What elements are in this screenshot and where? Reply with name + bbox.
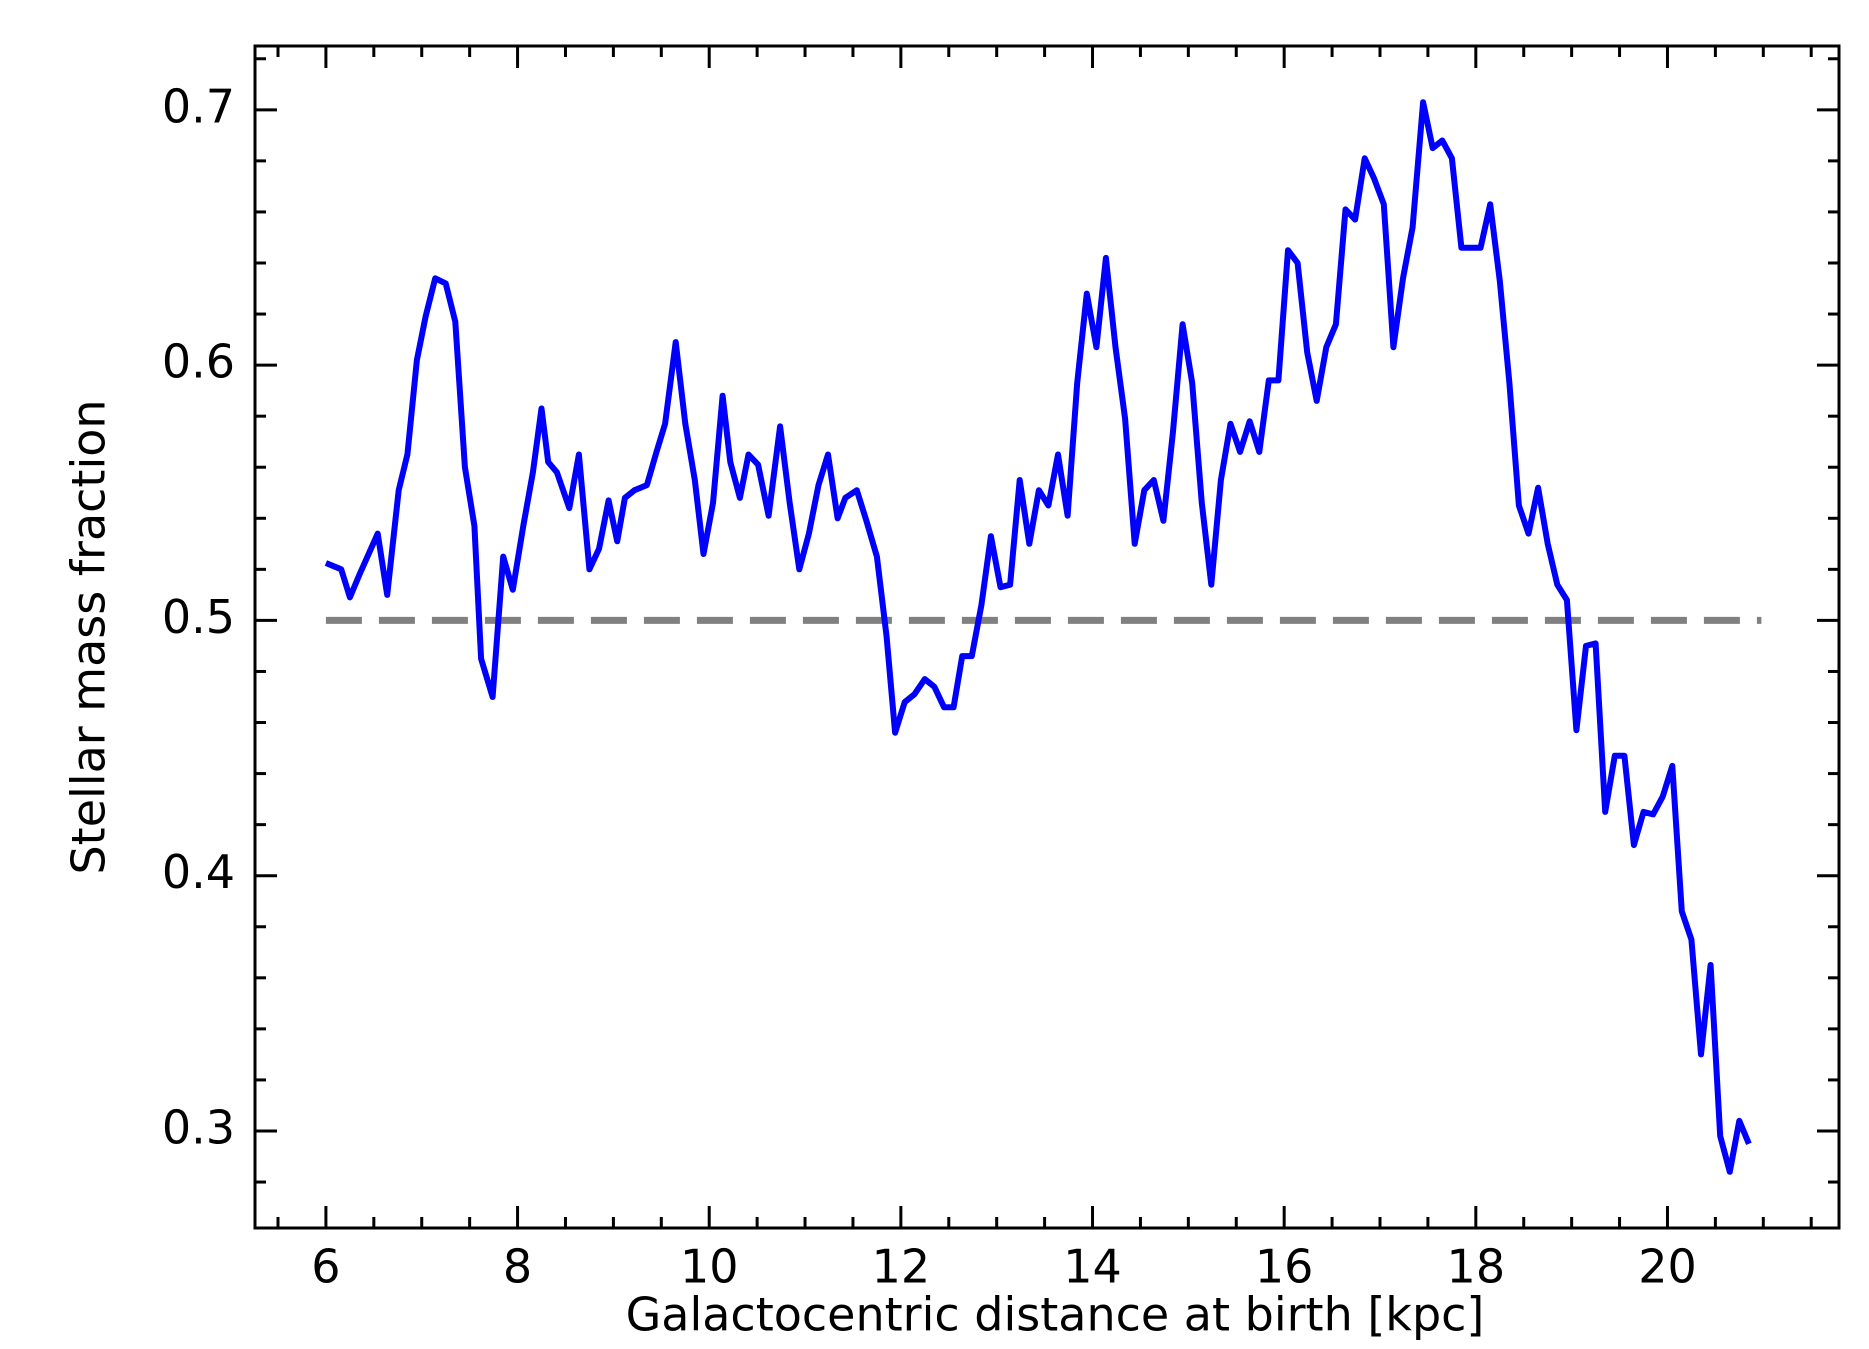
x-axis-label: Galactocentric distance at birth [kpc] <box>626 1288 1485 1342</box>
x-tick-label: 6 <box>311 1240 340 1294</box>
x-tick-label: 8 <box>503 1240 532 1294</box>
y-axis-label: Stellar mass fraction <box>62 399 116 874</box>
x-tick-label: 20 <box>1638 1240 1697 1294</box>
x-tick-label: 12 <box>872 1240 931 1294</box>
x-tick-label: 10 <box>680 1240 739 1294</box>
y-tick-label: 0.3 <box>162 1100 235 1154</box>
y-tick-label: 0.4 <box>162 845 235 899</box>
x-tick-label: 14 <box>1063 1240 1122 1294</box>
x-tick-label: 16 <box>1255 1240 1314 1294</box>
x-tick-label: 18 <box>1447 1240 1506 1294</box>
plot-frame <box>253 44 1841 1230</box>
y-tick-label: 0.5 <box>162 590 235 644</box>
y-tick-label: 0.7 <box>162 79 235 133</box>
data-line <box>324 99 1752 1175</box>
y-tick-label: 0.6 <box>162 335 235 389</box>
